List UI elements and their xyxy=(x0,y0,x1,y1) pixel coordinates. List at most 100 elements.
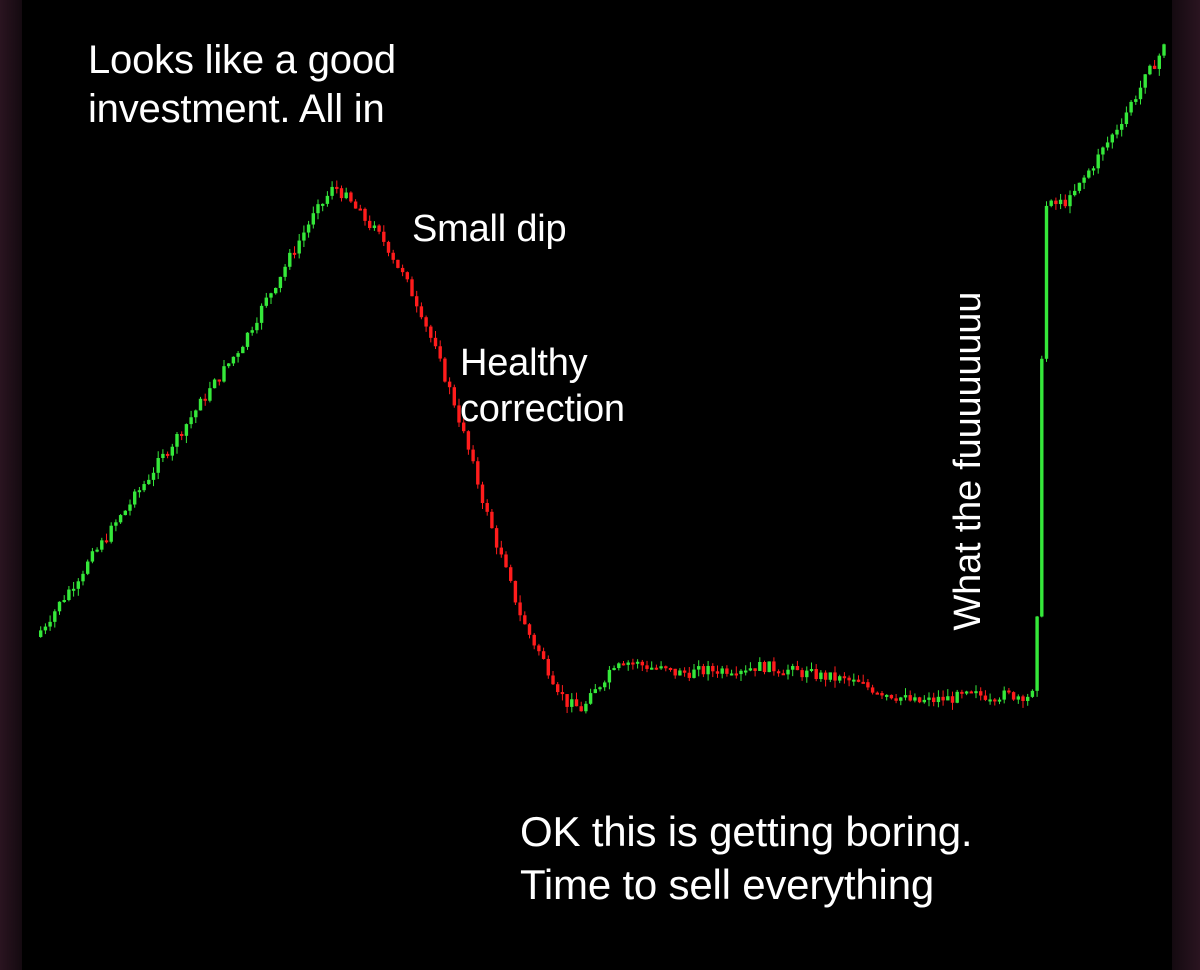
candle-up xyxy=(819,672,823,680)
candle-up xyxy=(809,668,814,671)
candle-up xyxy=(1143,74,1147,88)
candle-down xyxy=(363,208,367,221)
candle-up xyxy=(1110,134,1114,143)
candle-up xyxy=(748,668,753,671)
candle-up xyxy=(250,330,254,333)
candle-up xyxy=(584,703,588,712)
candle-up xyxy=(635,661,640,664)
candle-up xyxy=(62,600,66,603)
candle-down xyxy=(537,645,541,652)
candle-down xyxy=(433,337,438,347)
candle-up xyxy=(90,551,95,562)
candle-up xyxy=(311,213,315,225)
candle-up xyxy=(936,696,941,703)
candle-up xyxy=(1049,200,1053,206)
candle-down xyxy=(513,580,518,603)
candle-down xyxy=(847,677,851,681)
candle-down xyxy=(725,668,729,674)
candle-up xyxy=(372,225,377,229)
candle-up xyxy=(236,353,240,357)
candle-down xyxy=(979,691,983,696)
candle-down xyxy=(471,449,475,462)
candle-up xyxy=(1157,55,1161,69)
candle-up xyxy=(767,661,771,673)
candle-up xyxy=(1138,87,1143,100)
candle-up xyxy=(1026,696,1030,701)
candle-up xyxy=(283,266,287,277)
candle-up xyxy=(133,491,137,505)
candle-down xyxy=(419,306,424,318)
candle-down xyxy=(673,668,677,676)
candle-up xyxy=(786,669,790,675)
candle-up xyxy=(1115,129,1119,135)
candle-down xyxy=(1007,690,1011,693)
candle-up xyxy=(607,669,612,683)
candle-up xyxy=(706,665,710,675)
candle-up xyxy=(1082,177,1086,183)
candle-up xyxy=(156,457,160,473)
annotation-healthy-correction: Healthy correction xyxy=(460,342,625,431)
candle-up xyxy=(57,601,62,612)
candle-down xyxy=(335,186,339,189)
candle-up xyxy=(659,666,663,669)
candle-up xyxy=(142,484,146,491)
candle-up xyxy=(692,669,696,678)
candle-up xyxy=(1087,170,1091,178)
candle-up xyxy=(231,356,236,364)
candle-down xyxy=(382,231,386,242)
candle-up xyxy=(321,203,325,206)
candle-up xyxy=(1096,154,1100,169)
candle-up xyxy=(274,287,278,294)
candle-up xyxy=(964,691,969,694)
candle-up xyxy=(128,504,132,511)
annotation-good-investment: Looks like a good investment. All in xyxy=(88,38,396,131)
candle-up xyxy=(1016,696,1020,700)
candle-down xyxy=(523,615,527,625)
candle-down xyxy=(993,699,997,702)
candle-up xyxy=(316,204,320,214)
candle-up xyxy=(955,691,959,703)
candle-up xyxy=(344,192,348,199)
candle-up xyxy=(697,666,701,670)
candle-down xyxy=(424,317,428,327)
candle-down xyxy=(687,672,691,678)
candle-down xyxy=(546,658,550,676)
candle-down xyxy=(452,387,456,406)
candle-down xyxy=(574,699,579,707)
annotation-getting-boring: OK this is getting boring. Time to sell … xyxy=(520,808,973,908)
candle-down xyxy=(908,695,912,701)
candle-up xyxy=(1077,182,1082,191)
candle-down xyxy=(1054,200,1058,205)
candle-down xyxy=(800,670,804,678)
candle-up xyxy=(53,611,57,622)
candle-down xyxy=(960,691,964,694)
candle-up xyxy=(729,673,734,676)
candle-up xyxy=(997,699,1002,702)
candle-down xyxy=(551,675,555,685)
candle-up xyxy=(899,697,903,701)
candle-up xyxy=(922,699,926,703)
candle-down xyxy=(711,665,715,672)
candle-up xyxy=(1129,101,1133,113)
candle-up xyxy=(302,232,306,241)
candle-down xyxy=(415,296,419,307)
candle-up xyxy=(617,663,621,669)
candle-up xyxy=(739,670,743,675)
candle-up xyxy=(325,195,330,204)
candle-up xyxy=(39,630,43,637)
candle-down xyxy=(180,433,184,436)
candle-down xyxy=(833,672,837,681)
candle-up xyxy=(1030,690,1035,697)
candle-up xyxy=(198,398,203,411)
candle-down xyxy=(353,201,358,209)
candle-up xyxy=(650,667,654,670)
candle-down xyxy=(640,661,644,666)
candle-up xyxy=(43,626,48,631)
candle-up xyxy=(71,588,76,591)
candle-down xyxy=(1152,65,1157,69)
candle-up xyxy=(946,696,950,701)
candle-down xyxy=(875,692,879,695)
candle-down xyxy=(504,554,508,568)
candle-up xyxy=(1134,99,1138,102)
candle-up xyxy=(1035,616,1039,691)
